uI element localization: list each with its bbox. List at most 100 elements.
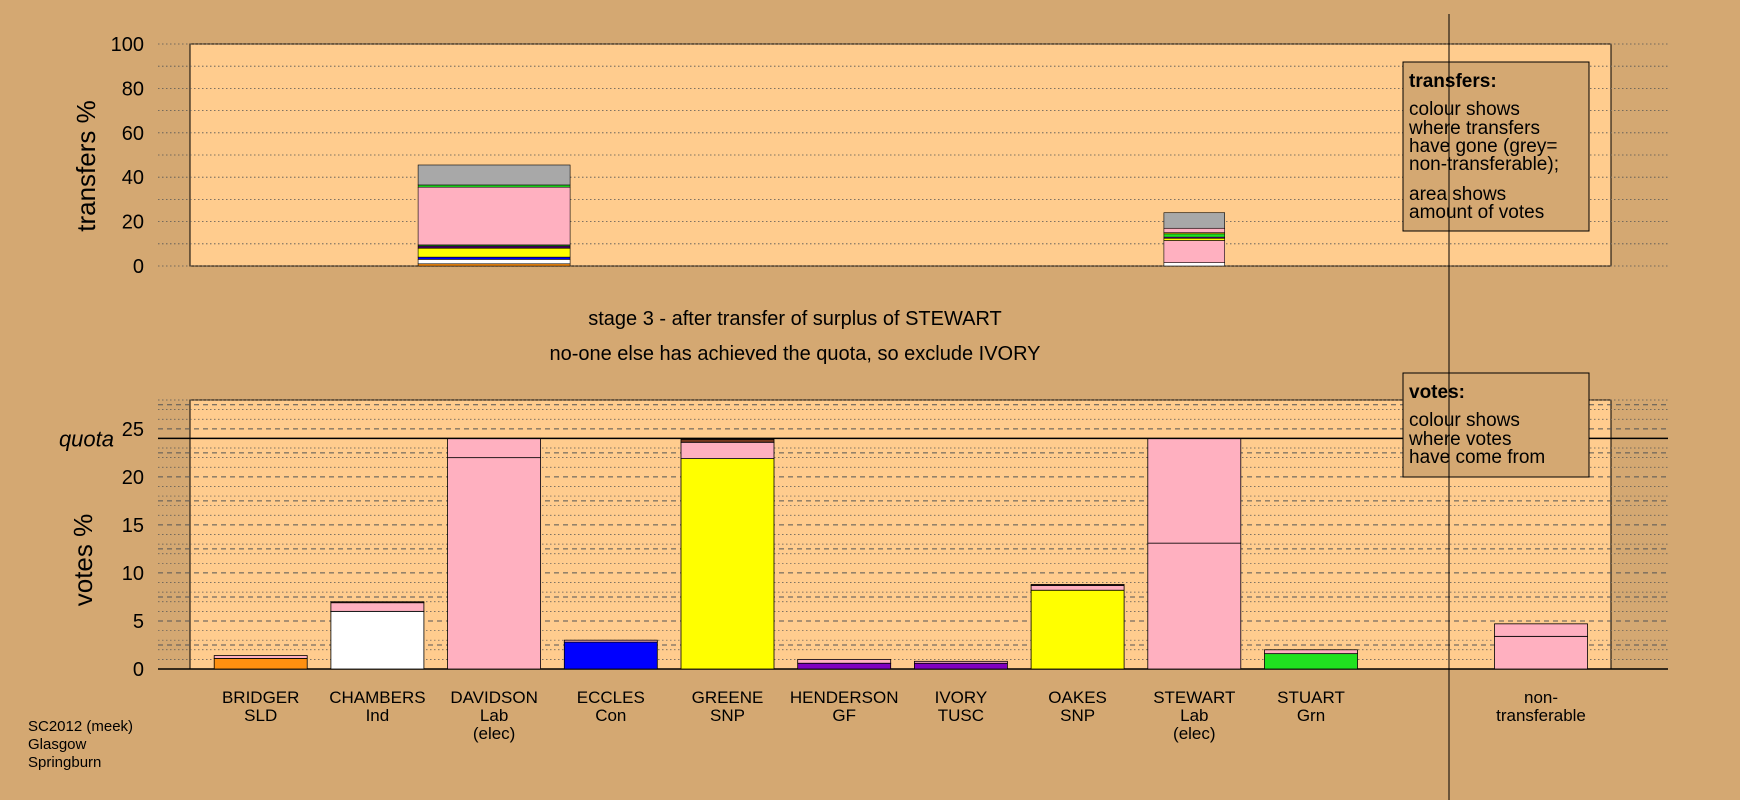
candidate-party-label: TUSC: [938, 706, 984, 725]
candidate-party-label: SNP: [710, 706, 745, 725]
y-tick-label: 5: [133, 611, 144, 633]
vote-segment: [563, 641, 658, 670]
vote-segment: [1030, 584, 1125, 586]
candidate-name-label: STUART: [1277, 688, 1345, 707]
transfers-legend-line: area shows: [1409, 184, 1506, 205]
vote-segment: [1030, 589, 1125, 670]
candidate-elected-label: (elec): [473, 724, 516, 743]
action-message: no-one else has achieved the quota, so e…: [549, 343, 1040, 365]
footer-line: SC2012 (meek): [28, 718, 133, 735]
transfer-segment: [417, 247, 571, 258]
stage-message: stage 3 - after transfer of surplus of S…: [588, 308, 1002, 330]
transfer-segment: [1163, 212, 1226, 229]
transfer-segment: [1163, 262, 1226, 267]
transfer-segment: [417, 184, 571, 188]
vote-segment: [1264, 649, 1358, 655]
vote-segment: [213, 658, 308, 670]
transfer-segment: [417, 259, 571, 265]
votes-y-ticks: 0 5 10 15 20 25: [122, 419, 144, 681]
y-tick-label: 20: [122, 467, 144, 489]
transfer-segment: [417, 164, 571, 186]
vote-segment: [447, 457, 542, 670]
vote-segment: [914, 662, 1008, 670]
candidate-name-label: DAVIDSON: [450, 688, 538, 707]
candidate-name-label: HENDERSON: [790, 688, 899, 707]
vote-segment: [563, 639, 658, 643]
candidate-name-label: BRIDGER: [222, 688, 299, 707]
candidate-name-label: GREENE: [692, 688, 764, 707]
candidate-name-label: CHAMBERS: [329, 688, 425, 707]
transfers-legend-line: have gone (grey=: [1409, 136, 1557, 157]
vote-segment: [330, 601, 425, 604]
vote-segment: [1494, 635, 1588, 670]
candidate-name-label: ECCLES: [577, 688, 645, 707]
vote-segment: [797, 662, 892, 670]
transfers-y-axis-label: transfers %: [71, 100, 101, 232]
y-tick-label: 25: [122, 419, 144, 441]
votes-legend-line: colour shows: [1409, 410, 1520, 431]
transfer-segment: [417, 256, 571, 260]
vote-segment: [330, 602, 425, 612]
vote-segment: [914, 660, 1008, 664]
transfers-bars: [417, 164, 1226, 267]
vote-segment: [1264, 653, 1358, 670]
y-tick-label: 40: [122, 167, 144, 189]
nontransferable-label: non-: [1524, 688, 1558, 707]
y-tick-label: 15: [122, 515, 144, 537]
candidate-party-label: Ind: [366, 706, 390, 725]
candidate-party-label: GF: [832, 706, 856, 725]
y-tick-label: 10: [122, 563, 144, 585]
transfers-legend-title: transfers:: [1409, 71, 1497, 92]
vote-segment: [680, 438, 775, 443]
vote-segment: [797, 658, 892, 664]
y-tick-label: 20: [122, 212, 144, 234]
transfers-legend-line: where transfers: [1408, 118, 1540, 139]
footer-line: Springburn: [28, 754, 101, 771]
quota-label: quota: [59, 426, 114, 451]
transfer-segment: [1163, 233, 1226, 238]
candidate-party-label: Con: [595, 706, 626, 725]
candidate-party-label: Lab: [480, 706, 508, 725]
footer-line: Glasgow: [28, 736, 87, 753]
y-tick-label: 80: [122, 78, 144, 100]
votes-y-axis-label: votes %: [68, 514, 98, 607]
transfers-y-ticks: 0 20 40 60 80 100: [111, 34, 144, 278]
y-tick-label: 0: [133, 256, 144, 278]
vote-segment: [680, 458, 775, 670]
nontransferable-label: transferable: [1496, 706, 1586, 725]
votes-legend-title: votes:: [1409, 382, 1465, 403]
transfers-legend-box: [1402, 61, 1590, 232]
transfer-segment: [417, 186, 571, 246]
candidate-elected-label: (elec): [1173, 724, 1216, 743]
candidate-name-label: OAKES: [1048, 688, 1107, 707]
transfer-segment: [1163, 227, 1226, 233]
vote-segment: [1030, 585, 1125, 591]
transfers-legend-line: amount of votes: [1409, 202, 1544, 223]
candidate-labels: BRIDGERSLDCHAMBERSIndDAVIDSONLab(elec)EC…: [222, 688, 1586, 743]
transfer-segment: [417, 263, 571, 267]
vote-segment: [330, 610, 425, 670]
vote-segment: [213, 655, 308, 659]
vote-segment: [1494, 623, 1588, 637]
votes-bars: [213, 438, 1588, 670]
votes-legend-box: [1402, 372, 1590, 478]
transfers-legend-line: non-transferable);: [1409, 154, 1559, 175]
y-tick-label: 60: [122, 123, 144, 145]
transfers-legend: transfers: colour shows where transfers …: [1402, 61, 1590, 232]
candidate-party-label: Lab: [1180, 706, 1208, 725]
vote-segment: [1147, 438, 1242, 544]
vote-segment: [1147, 542, 1242, 670]
transfers-legend-line: colour shows: [1409, 99, 1520, 120]
candidate-name-label: STEWART: [1153, 688, 1235, 707]
votes-legend-line: have come from: [1409, 447, 1545, 468]
y-tick-label: 100: [111, 34, 144, 56]
transfer-segment: [1163, 237, 1226, 241]
candidate-name-label: IVORY: [935, 688, 988, 707]
transfer-segment: [1163, 240, 1226, 263]
candidate-party-label: Grn: [1297, 706, 1325, 725]
votes-legend-line: where votes: [1408, 429, 1511, 450]
votes-legend: votes: colour shows where votes have com…: [1402, 372, 1590, 478]
y-tick-label: 0: [133, 659, 144, 681]
